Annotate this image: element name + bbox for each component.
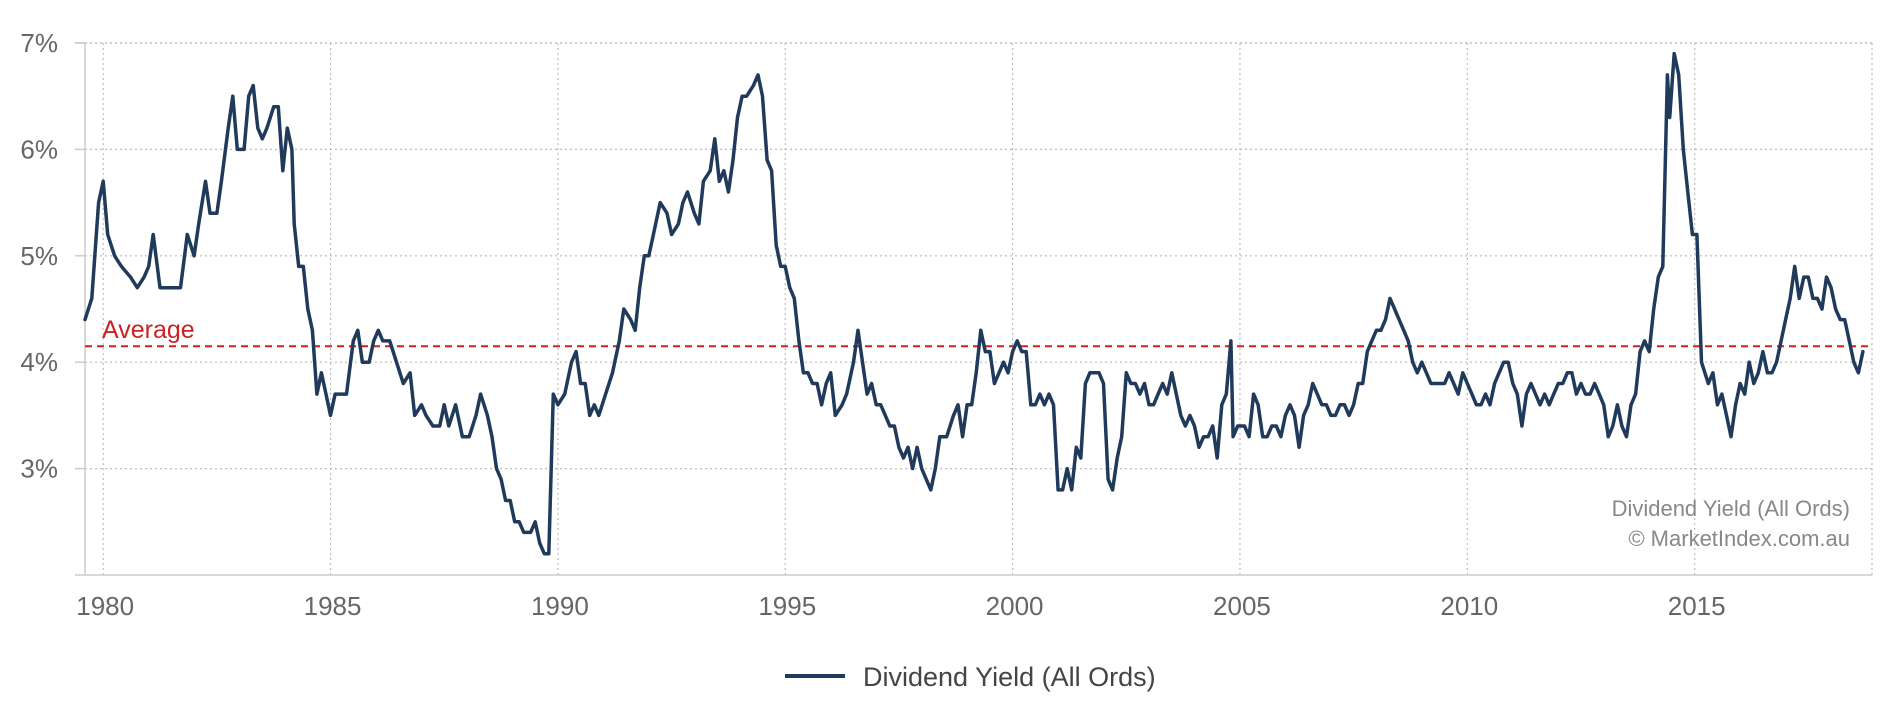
credit-source: © MarketIndex.com.au	[1628, 526, 1850, 551]
grid	[85, 42, 1873, 575]
y-tick-label: 6%	[20, 134, 58, 164]
x-axis-labels: 1980 1985 1990 1995 2000 2005 2010 2015	[76, 591, 1725, 621]
x-tick-label: 1995	[758, 591, 816, 621]
x-tick-label: 1990	[531, 591, 589, 621]
x-tick-label: 1980	[76, 591, 134, 621]
x-tick-label: 2005	[1213, 591, 1271, 621]
legend-label: Dividend Yield (All Ords)	[863, 662, 1156, 692]
average-label: Average	[102, 316, 195, 344]
x-tick-label: 2010	[1440, 591, 1498, 621]
y-axis-labels: 3% 4% 5% 6% 7%	[20, 28, 58, 484]
credit-title: Dividend Yield (All Ords)	[1612, 496, 1850, 521]
x-tick-label: 1985	[304, 591, 362, 621]
y-tick-label: 7%	[20, 28, 58, 58]
axes	[75, 42, 1872, 576]
x-tick-label: 2015	[1668, 591, 1726, 621]
legend[interactable]: Dividend Yield (All Ords)	[785, 662, 1156, 692]
series-line	[83, 51, 1865, 556]
y-tick-label: 4%	[20, 347, 58, 377]
y-tick-label: 5%	[20, 241, 58, 271]
x-tick-label: 2000	[986, 591, 1044, 621]
y-tick-label: 3%	[20, 454, 58, 484]
